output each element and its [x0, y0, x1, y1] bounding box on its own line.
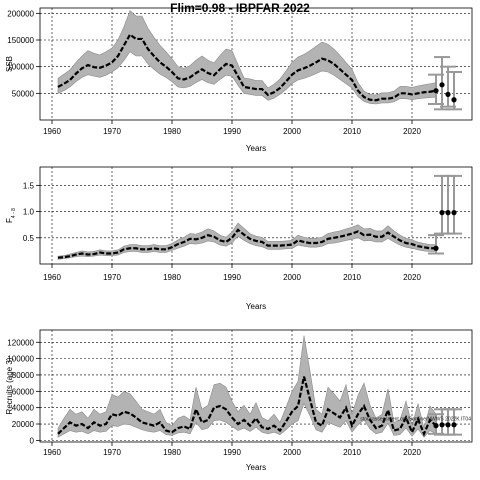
recruits-x-tick-label: 2020: [403, 448, 421, 457]
f-estimate-line: [57, 228, 436, 259]
ssb-confidence-band: [57, 10, 437, 105]
recruits-y-tick-label: 40000: [12, 404, 35, 413]
recruits-y-tick-label: 120000: [7, 338, 34, 347]
f-y-tick-label: 0.5: [23, 234, 35, 243]
f-y-axis-label-subscript: 4 - 8: [11, 208, 17, 218]
ssb-x-tick-label: 2010: [343, 127, 361, 136]
f-forecast-point: [433, 245, 439, 251]
f-forecast-point: [451, 210, 457, 216]
recruits-forecast-point: [433, 423, 439, 429]
f-x-tick-label: 1970: [103, 273, 121, 282]
f-plot-frame: [39, 166, 473, 265]
recruits-y-tick-label: 20000: [12, 420, 35, 429]
recruits-y-tick-label: 80000: [12, 371, 35, 380]
recruits-plot-frame: [39, 329, 473, 443]
recruits-x-tick-label: 1960: [43, 448, 61, 457]
ssb-x-tick-label: 1980: [163, 127, 181, 136]
recruits-y-tick-label: 100000: [7, 355, 34, 364]
ssb-x-tick-label: 1990: [223, 127, 241, 136]
f-x-tick-label: 1960: [43, 273, 61, 282]
ssb-forecast-point: [445, 91, 451, 97]
ssb-y-tick-label: 50000: [12, 89, 35, 98]
recruits-estimate-line: [57, 376, 437, 437]
f-x-tick-label: 2010: [343, 273, 361, 282]
fishing-mortality-panel: 1960 1970 1980 1990 2000 2010 2020 0.5 1.0 1.5 Yea…: [5, 166, 473, 311]
ssb-y-tick-label: 150000: [7, 36, 34, 45]
ssb-x-tick-label: 1970: [103, 127, 121, 136]
ssb-x-tick-label: 2020: [403, 127, 421, 136]
f-x-axis-label: Years: [246, 302, 266, 311]
f-x-tick-label: 1990: [223, 273, 241, 282]
recruits-forecast-point: [451, 422, 457, 428]
recruits-x-tick-label: 1970: [103, 448, 121, 457]
ssb-forecast-point: [433, 88, 439, 94]
ssb-estimate-line: [57, 33, 437, 102]
f-y-tick-label: 1.0: [23, 208, 35, 217]
recruits-x-tick-label: 2010: [343, 448, 361, 457]
recruits-x-axis-label: Years: [246, 463, 266, 472]
f-x-tick-label: 2020: [403, 273, 421, 282]
recruits-x-tick-label: 2000: [283, 448, 301, 457]
ssb-x-tick-label: 2000: [283, 127, 301, 136]
ssb-plot-frame: [39, 7, 473, 121]
f-forecast-point: [445, 210, 451, 216]
recruits-y-tick-label: 0: [30, 436, 35, 445]
ssb-panel: 1960 1970 1980 1990 2000 2010 2020 50000 100000 1…: [5, 7, 473, 153]
ssb-x-tick-label: 1960: [43, 127, 61, 136]
f-x-tick-label: 2000: [283, 273, 301, 282]
recruitment-panel: 1960 1970 1980 1990 2000 2010 2020 0 20000 40000 6…: [5, 329, 473, 472]
recruits-y-axis-label: Recruits (age 3): [5, 357, 14, 414]
ssb-x-axis-label: Years: [246, 144, 266, 153]
ssb-forecast-point: [451, 97, 457, 103]
ssb-y-axis-label: SSB: [5, 56, 14, 72]
recruits-annotation: stockassessment.org/Sardine/NWWS 2022K I…: [360, 417, 471, 423]
recruits-x-tick-label: 1990: [223, 448, 241, 457]
recruits-forecast-point: [445, 422, 451, 428]
f-y-tick-label: 1.5: [23, 181, 35, 190]
f-x-tick-label: 1980: [163, 273, 181, 282]
ssb-y-tick-label: 100000: [7, 63, 34, 72]
ssb-y-tick-label: 200000: [7, 9, 34, 18]
recruits-x-tick-label: 1980: [163, 448, 181, 457]
f-y-axis-label: F4 - 8: [5, 208, 17, 223]
recruits-y-tick-label: 60000: [12, 387, 35, 396]
f-forecast-point: [439, 210, 445, 216]
ssb-forecast-point: [439, 82, 445, 88]
recruits-forecast-point: [439, 422, 445, 428]
